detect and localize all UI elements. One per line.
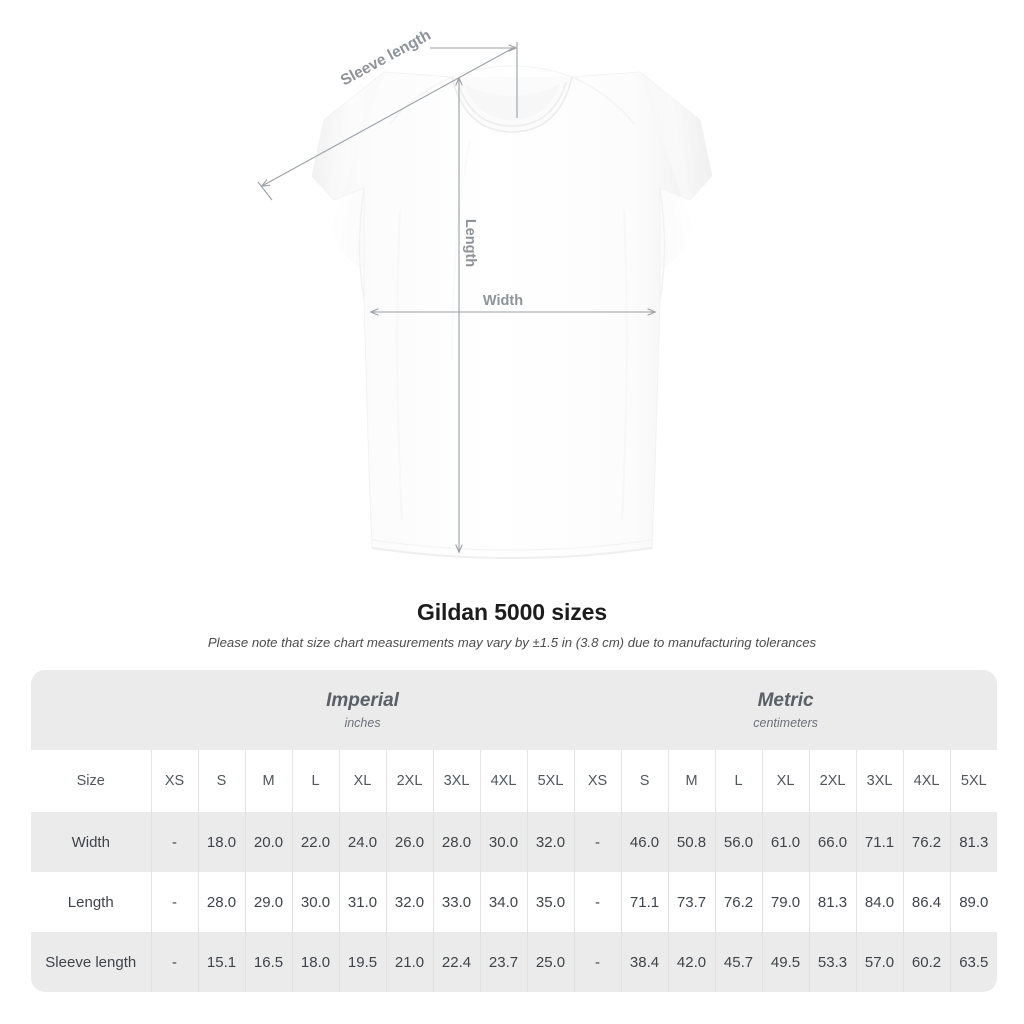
cell-width-metric-xs: - [573, 812, 622, 872]
size-header-imperial-s: S [197, 750, 245, 812]
unit-header-metric: Metric centimeters [574, 670, 998, 750]
row-label-length: Length [31, 872, 151, 932]
cell-length-metric-xl: 79.0 [761, 872, 810, 932]
cell-length-imperial-xl: 31.0 [338, 872, 386, 932]
cell-length-imperial-4xl: 34.0 [479, 872, 527, 932]
cell-width-metric-xl: 61.0 [761, 812, 810, 872]
size-header-label: Size [31, 750, 151, 812]
cell-length-imperial-l: 30.0 [291, 872, 339, 932]
size-header-metric-xs: XS [573, 750, 622, 812]
size-header-metric-s: S [620, 750, 669, 812]
cell-sleeve-metric-2xl: 53.3 [808, 932, 857, 992]
cell-width-metric-3xl: 71.1 [855, 812, 904, 872]
size-header-metric-2xl: 2XL [808, 750, 857, 812]
size-header-metric-4xl: 4XL [902, 750, 951, 812]
size-chart-table: Imperial inches Metric centimeters Size … [31, 670, 998, 992]
table-row: Sleeve length - 15.1 16.5 18.0 19.5 21.0… [31, 932, 998, 992]
size-header-imperial-3xl: 3XL [432, 750, 480, 812]
size-header-imperial-m: M [244, 750, 292, 812]
cell-sleeve-imperial-l: 18.0 [291, 932, 339, 992]
cell-sleeve-metric-xl: 49.5 [761, 932, 810, 992]
measurement-annotations [257, 42, 655, 552]
cell-sleeve-imperial-3xl: 22.4 [432, 932, 480, 992]
cell-sleeve-imperial-xl: 19.5 [338, 932, 386, 992]
cell-sleeve-metric-3xl: 57.0 [855, 932, 904, 992]
cell-width-imperial-4xl: 30.0 [479, 812, 527, 872]
unit-sub-metric: centimeters [753, 715, 818, 730]
table-size-header-row: Size XS S M L XL 2XL 3XL 4XL 5XL XS S M … [31, 750, 998, 812]
cell-width-imperial-3xl: 28.0 [432, 812, 480, 872]
cell-width-imperial-m: 20.0 [244, 812, 292, 872]
cell-length-imperial-5xl: 35.0 [526, 872, 575, 932]
row-label-width: Width [31, 812, 151, 872]
size-header-metric-xl: XL [761, 750, 810, 812]
table-units-header-row: Imperial inches Metric centimeters [31, 670, 998, 750]
cell-width-imperial-xl: 24.0 [338, 812, 386, 872]
row-label-sleeve-length: Sleeve length [31, 932, 151, 992]
cell-sleeve-metric-5xl: 63.5 [949, 932, 998, 992]
cell-length-imperial-2xl: 32.0 [385, 872, 433, 932]
cell-width-imperial-l: 22.0 [291, 812, 339, 872]
cell-width-metric-m: 50.8 [667, 812, 716, 872]
cell-sleeve-metric-m: 42.0 [667, 932, 716, 992]
size-header-imperial-xl: XL [338, 750, 386, 812]
cell-sleeve-metric-l: 45.7 [714, 932, 763, 992]
cell-width-metric-4xl: 76.2 [902, 812, 951, 872]
cell-length-metric-4xl: 86.4 [902, 872, 951, 932]
cell-sleeve-metric-4xl: 60.2 [902, 932, 951, 992]
cell-sleeve-imperial-xs: - [150, 932, 198, 992]
tolerance-note: Please note that size chart measurements… [207, 635, 817, 650]
unit-sub-imperial: inches [344, 715, 381, 730]
size-header-imperial-xs: XS [150, 750, 198, 812]
title-block: Gildan 5000 sizes Please note that size … [0, 598, 1024, 651]
cell-width-metric-2xl: 66.0 [808, 812, 857, 872]
tshirt-diagram: Sleeve length Length Width [257, 27, 713, 560]
cell-width-imperial-s: 18.0 [197, 812, 245, 872]
cell-length-metric-s: 71.1 [620, 872, 669, 932]
table-row: Width - 18.0 20.0 22.0 24.0 26.0 28.0 30… [31, 812, 998, 872]
table-row: Length - 28.0 29.0 30.0 31.0 32.0 33.0 3… [31, 872, 998, 932]
cell-width-imperial-2xl: 26.0 [385, 812, 433, 872]
cell-width-metric-5xl: 81.3 [949, 812, 998, 872]
size-header-metric-5xl: 5XL [949, 750, 998, 812]
cell-length-metric-xs: - [573, 872, 622, 932]
cell-length-metric-5xl: 89.0 [949, 872, 998, 932]
size-header-imperial-5xl: 5XL [526, 750, 575, 812]
units-corner-cell [31, 670, 151, 750]
cell-width-metric-s: 46.0 [620, 812, 669, 872]
cell-sleeve-imperial-4xl: 23.7 [479, 932, 527, 992]
cell-length-imperial-xs: - [150, 872, 198, 932]
page-title: Gildan 5000 sizes [416, 599, 608, 625]
cell-width-metric-l: 56.0 [714, 812, 763, 872]
width-label: Width [483, 293, 523, 309]
cell-length-metric-m: 73.7 [667, 872, 716, 932]
cell-sleeve-metric-s: 38.4 [620, 932, 669, 992]
size-header-imperial-4xl: 4XL [479, 750, 527, 812]
length-label: Length [462, 219, 478, 267]
size-header-imperial-l: L [291, 750, 339, 812]
unit-header-imperial: Imperial inches [151, 670, 575, 750]
cell-sleeve-imperial-2xl: 21.0 [385, 932, 433, 992]
cell-width-imperial-xs: - [150, 812, 198, 872]
cell-length-metric-2xl: 81.3 [808, 872, 857, 932]
cell-length-metric-3xl: 84.0 [855, 872, 904, 932]
unit-name-metric: Metric [757, 689, 814, 711]
cell-sleeve-imperial-5xl: 25.0 [526, 932, 575, 992]
size-header-metric-l: L [714, 750, 763, 812]
cell-width-imperial-5xl: 32.0 [526, 812, 575, 872]
size-header-metric-m: M [667, 750, 716, 812]
size-header-metric-3xl: 3XL [855, 750, 904, 812]
sleeve-length-arrow [262, 46, 516, 186]
cell-length-imperial-3xl: 33.0 [432, 872, 480, 932]
unit-name-imperial: Imperial [326, 689, 399, 711]
sleeve-hem-tick [257, 181, 273, 201]
cell-sleeve-metric-xs: - [573, 932, 622, 992]
cell-sleeve-imperial-s: 15.1 [197, 932, 245, 992]
cell-length-metric-l: 76.2 [714, 872, 763, 932]
cell-length-imperial-s: 28.0 [197, 872, 245, 932]
cell-sleeve-imperial-m: 16.5 [244, 932, 292, 992]
size-header-imperial-2xl: 2XL [385, 750, 433, 812]
cell-length-imperial-m: 29.0 [244, 872, 292, 932]
